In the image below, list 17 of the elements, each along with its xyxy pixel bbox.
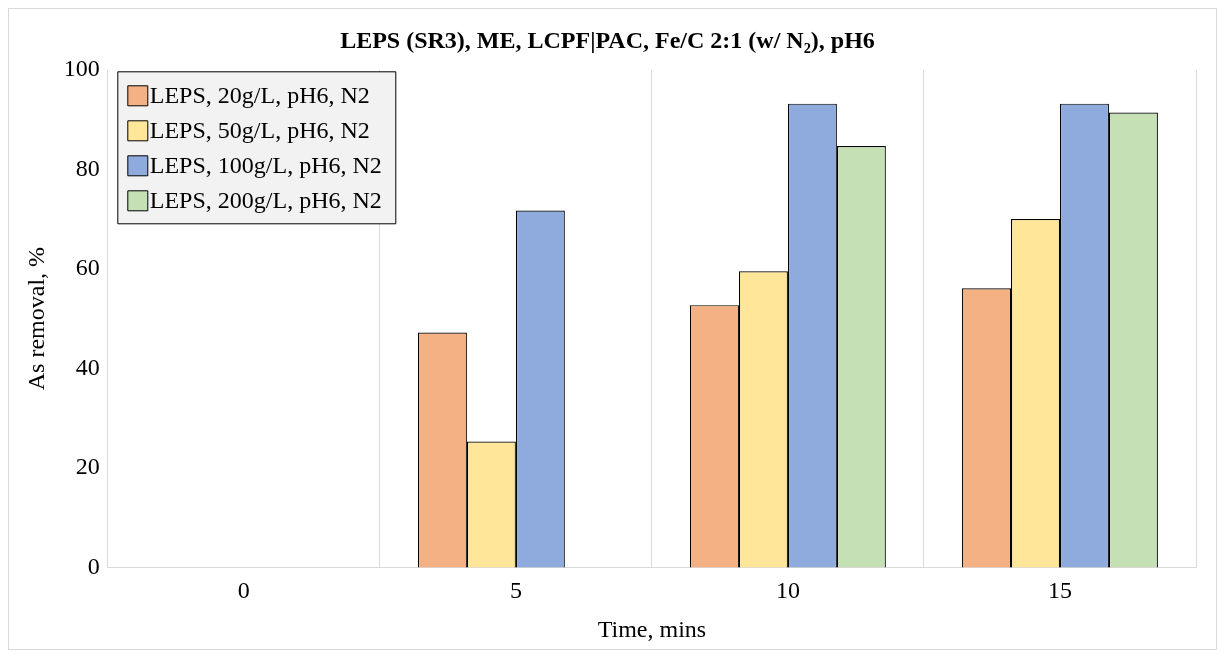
legend-label: LEPS, 50g/L, pH6, N2 bbox=[149, 117, 370, 144]
y-tick-label: 60 bbox=[75, 254, 100, 281]
y-tick-label: 0 bbox=[87, 552, 100, 579]
y-tick-label: 40 bbox=[75, 353, 100, 380]
y-tick-label: 100 bbox=[63, 55, 100, 82]
legend-label: LEPS, 200g/L, pH6, N2 bbox=[149, 187, 382, 214]
x-tick-label: 5 bbox=[509, 577, 522, 604]
legend-label: LEPS, 20g/L, pH6, N2 bbox=[149, 82, 370, 109]
chart-title: LEPS (SR3), ME, LCPF|PAC, Fe/C 2:1 (w/ N₂), pH6 bbox=[340, 26, 875, 53]
x-tick-label: 10 bbox=[775, 577, 800, 604]
x-tick-label: 15 bbox=[1047, 577, 1072, 604]
y-tick-label: 20 bbox=[75, 453, 100, 480]
x-tick-label: 0 bbox=[237, 577, 250, 604]
legend-label: LEPS, 100g/L, pH6, N2 bbox=[149, 152, 382, 179]
x-axis-title: Time, mins bbox=[597, 615, 707, 642]
y-tick-label: 80 bbox=[75, 154, 100, 181]
y-axis-title: As removal, % bbox=[22, 246, 49, 391]
